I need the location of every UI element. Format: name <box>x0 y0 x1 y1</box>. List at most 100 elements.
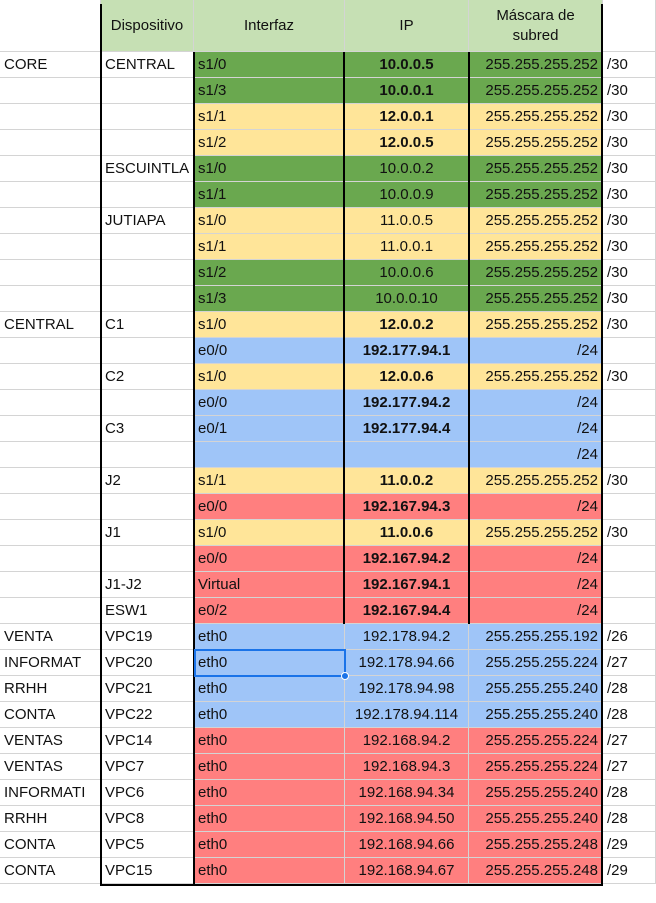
cell-device[interactable]: C2 <box>101 364 194 390</box>
cell-group[interactable]: VENTAS <box>0 728 101 754</box>
cell-device[interactable]: VPC7 <box>101 754 194 780</box>
cell-mask[interactable]: 255.255.255.240 <box>469 806 603 832</box>
cell-device[interactable]: VPC19 <box>101 624 194 650</box>
cell-group[interactable] <box>0 260 101 286</box>
cell-interface[interactable]: eth0 <box>194 780 345 806</box>
cell-ip[interactable]: 192.167.94.3 <box>345 494 469 520</box>
cell-interface[interactable]: eth0 <box>194 624 345 650</box>
cell-device[interactable] <box>101 390 194 416</box>
cell-prefix[interactable]: /29 <box>603 832 656 858</box>
cell-device[interactable] <box>101 182 194 208</box>
fill-handle[interactable] <box>341 672 349 680</box>
header-dispositivo[interactable]: Dispositivo <box>101 0 194 52</box>
cell-group[interactable]: CENTRAL <box>0 312 101 338</box>
cell-interface[interactable]: e0/0 <box>194 546 345 572</box>
cell-mask[interactable]: 255.255.255.252 <box>469 156 603 182</box>
cell-group[interactable] <box>0 156 101 182</box>
cell-ip[interactable] <box>345 442 469 468</box>
cell-device[interactable]: JUTIAPA <box>101 208 194 234</box>
cell-device[interactable] <box>101 78 194 104</box>
cell-interface[interactable]: eth0 <box>194 676 345 702</box>
cell-ip[interactable]: 10.0.0.1 <box>345 78 469 104</box>
cell-device[interactable] <box>101 286 194 312</box>
cell-group[interactable]: CONTA <box>0 702 101 728</box>
cell-interface[interactable] <box>194 442 345 468</box>
cell-prefix[interactable] <box>603 442 656 468</box>
cell-prefix[interactable]: /30 <box>603 78 656 104</box>
cell-mask[interactable]: 255.255.255.252 <box>469 234 603 260</box>
cell-interface[interactable]: s1/0 <box>194 520 345 546</box>
cell-group[interactable] <box>0 546 101 572</box>
cell-prefix[interactable]: /30 <box>603 468 656 494</box>
cell-interface[interactable]: eth0 <box>194 650 345 676</box>
cell-interface[interactable]: s1/3 <box>194 286 345 312</box>
cell-device[interactable]: J1-J2 <box>101 572 194 598</box>
cell-group[interactable] <box>0 520 101 546</box>
cell-device[interactable]: VPC15 <box>101 858 194 884</box>
cell-interface[interactable]: s1/1 <box>194 104 345 130</box>
cell-interface[interactable]: e0/2 <box>194 598 345 624</box>
cell-interface[interactable]: eth0 <box>194 754 345 780</box>
cell-mask[interactable]: 255.255.255.224 <box>469 650 603 676</box>
cell-group[interactable] <box>0 182 101 208</box>
cell-prefix[interactable]: /26 <box>603 624 656 650</box>
cell-interface[interactable]: eth0 <box>194 858 345 884</box>
cell-ip[interactable]: 12.0.0.1 <box>345 104 469 130</box>
cell-ip[interactable]: 12.0.0.2 <box>345 312 469 338</box>
cell-prefix[interactable] <box>603 598 656 624</box>
cell-device[interactable] <box>101 546 194 572</box>
cell-ip[interactable]: 192.168.94.67 <box>345 858 469 884</box>
cell-ip[interactable]: 192.178.94.66 <box>345 650 469 676</box>
cell-interface[interactable]: e0/0 <box>194 494 345 520</box>
cell-mask[interactable]: 255.255.255.248 <box>469 832 603 858</box>
cell-mask[interactable]: 255.255.255.252 <box>469 104 603 130</box>
cell-mask[interactable]: /24 <box>469 572 603 598</box>
cell-group[interactable] <box>0 208 101 234</box>
cell-prefix[interactable]: /30 <box>603 364 656 390</box>
cell-ip[interactable]: 192.167.94.4 <box>345 598 469 624</box>
cell-ip[interactable]: 192.177.94.4 <box>345 416 469 442</box>
cell-ip[interactable]: 11.0.0.2 <box>345 468 469 494</box>
cell-interface[interactable]: s1/0 <box>194 208 345 234</box>
cell-group[interactable]: RRHH <box>0 676 101 702</box>
cell-mask[interactable]: 255.255.255.252 <box>469 468 603 494</box>
cell-ip[interactable]: 192.167.94.2 <box>345 546 469 572</box>
cell-device[interactable] <box>101 104 194 130</box>
cell-interface[interactable]: s1/2 <box>194 260 345 286</box>
cell-group[interactable] <box>0 572 101 598</box>
cell-ip[interactable]: 11.0.0.6 <box>345 520 469 546</box>
cell-ip[interactable]: 12.0.0.6 <box>345 364 469 390</box>
cell-prefix[interactable]: /30 <box>603 130 656 156</box>
cell-device[interactable] <box>101 442 194 468</box>
cell-interface[interactable]: s1/3 <box>194 78 345 104</box>
cell-prefix[interactable]: /28 <box>603 780 656 806</box>
cell-group[interactable]: INFORMAT <box>0 650 101 676</box>
cell-mask[interactable]: 255.255.255.240 <box>469 780 603 806</box>
cell-prefix[interactable] <box>603 494 656 520</box>
cell-mask[interactable]: /24 <box>469 442 603 468</box>
cell-mask[interactable]: 255.255.255.252 <box>469 364 603 390</box>
cell-group[interactable]: RRHH <box>0 806 101 832</box>
cell-mask[interactable]: 255.255.255.240 <box>469 676 603 702</box>
cell-interface[interactable]: s1/0 <box>194 156 345 182</box>
cell-prefix[interactable]: /30 <box>603 156 656 182</box>
cell-ip[interactable]: 10.0.0.2 <box>345 156 469 182</box>
cell-ip[interactable]: 192.168.94.3 <box>345 754 469 780</box>
cell-mask[interactable]: 255.255.255.252 <box>469 520 603 546</box>
cell-prefix[interactable]: /28 <box>603 676 656 702</box>
cell-group[interactable]: VENTA <box>0 624 101 650</box>
cell-group[interactable] <box>0 468 101 494</box>
cell-device[interactable]: VPC8 <box>101 806 194 832</box>
cell-interface[interactable]: Virtual <box>194 572 345 598</box>
cell-interface[interactable]: e0/1 <box>194 416 345 442</box>
cell-prefix[interactable]: /28 <box>603 806 656 832</box>
cell-group[interactable] <box>0 416 101 442</box>
cell-mask[interactable]: 255.255.255.224 <box>469 754 603 780</box>
cell-ip[interactable]: 192.168.94.34 <box>345 780 469 806</box>
cell-prefix[interactable]: /30 <box>603 286 656 312</box>
cell-device[interactable] <box>101 130 194 156</box>
cell-group[interactable] <box>0 286 101 312</box>
cell-mask[interactable]: 255.255.255.252 <box>469 312 603 338</box>
cell-prefix[interactable]: /30 <box>603 52 656 78</box>
cell-prefix[interactable]: /28 <box>603 702 656 728</box>
